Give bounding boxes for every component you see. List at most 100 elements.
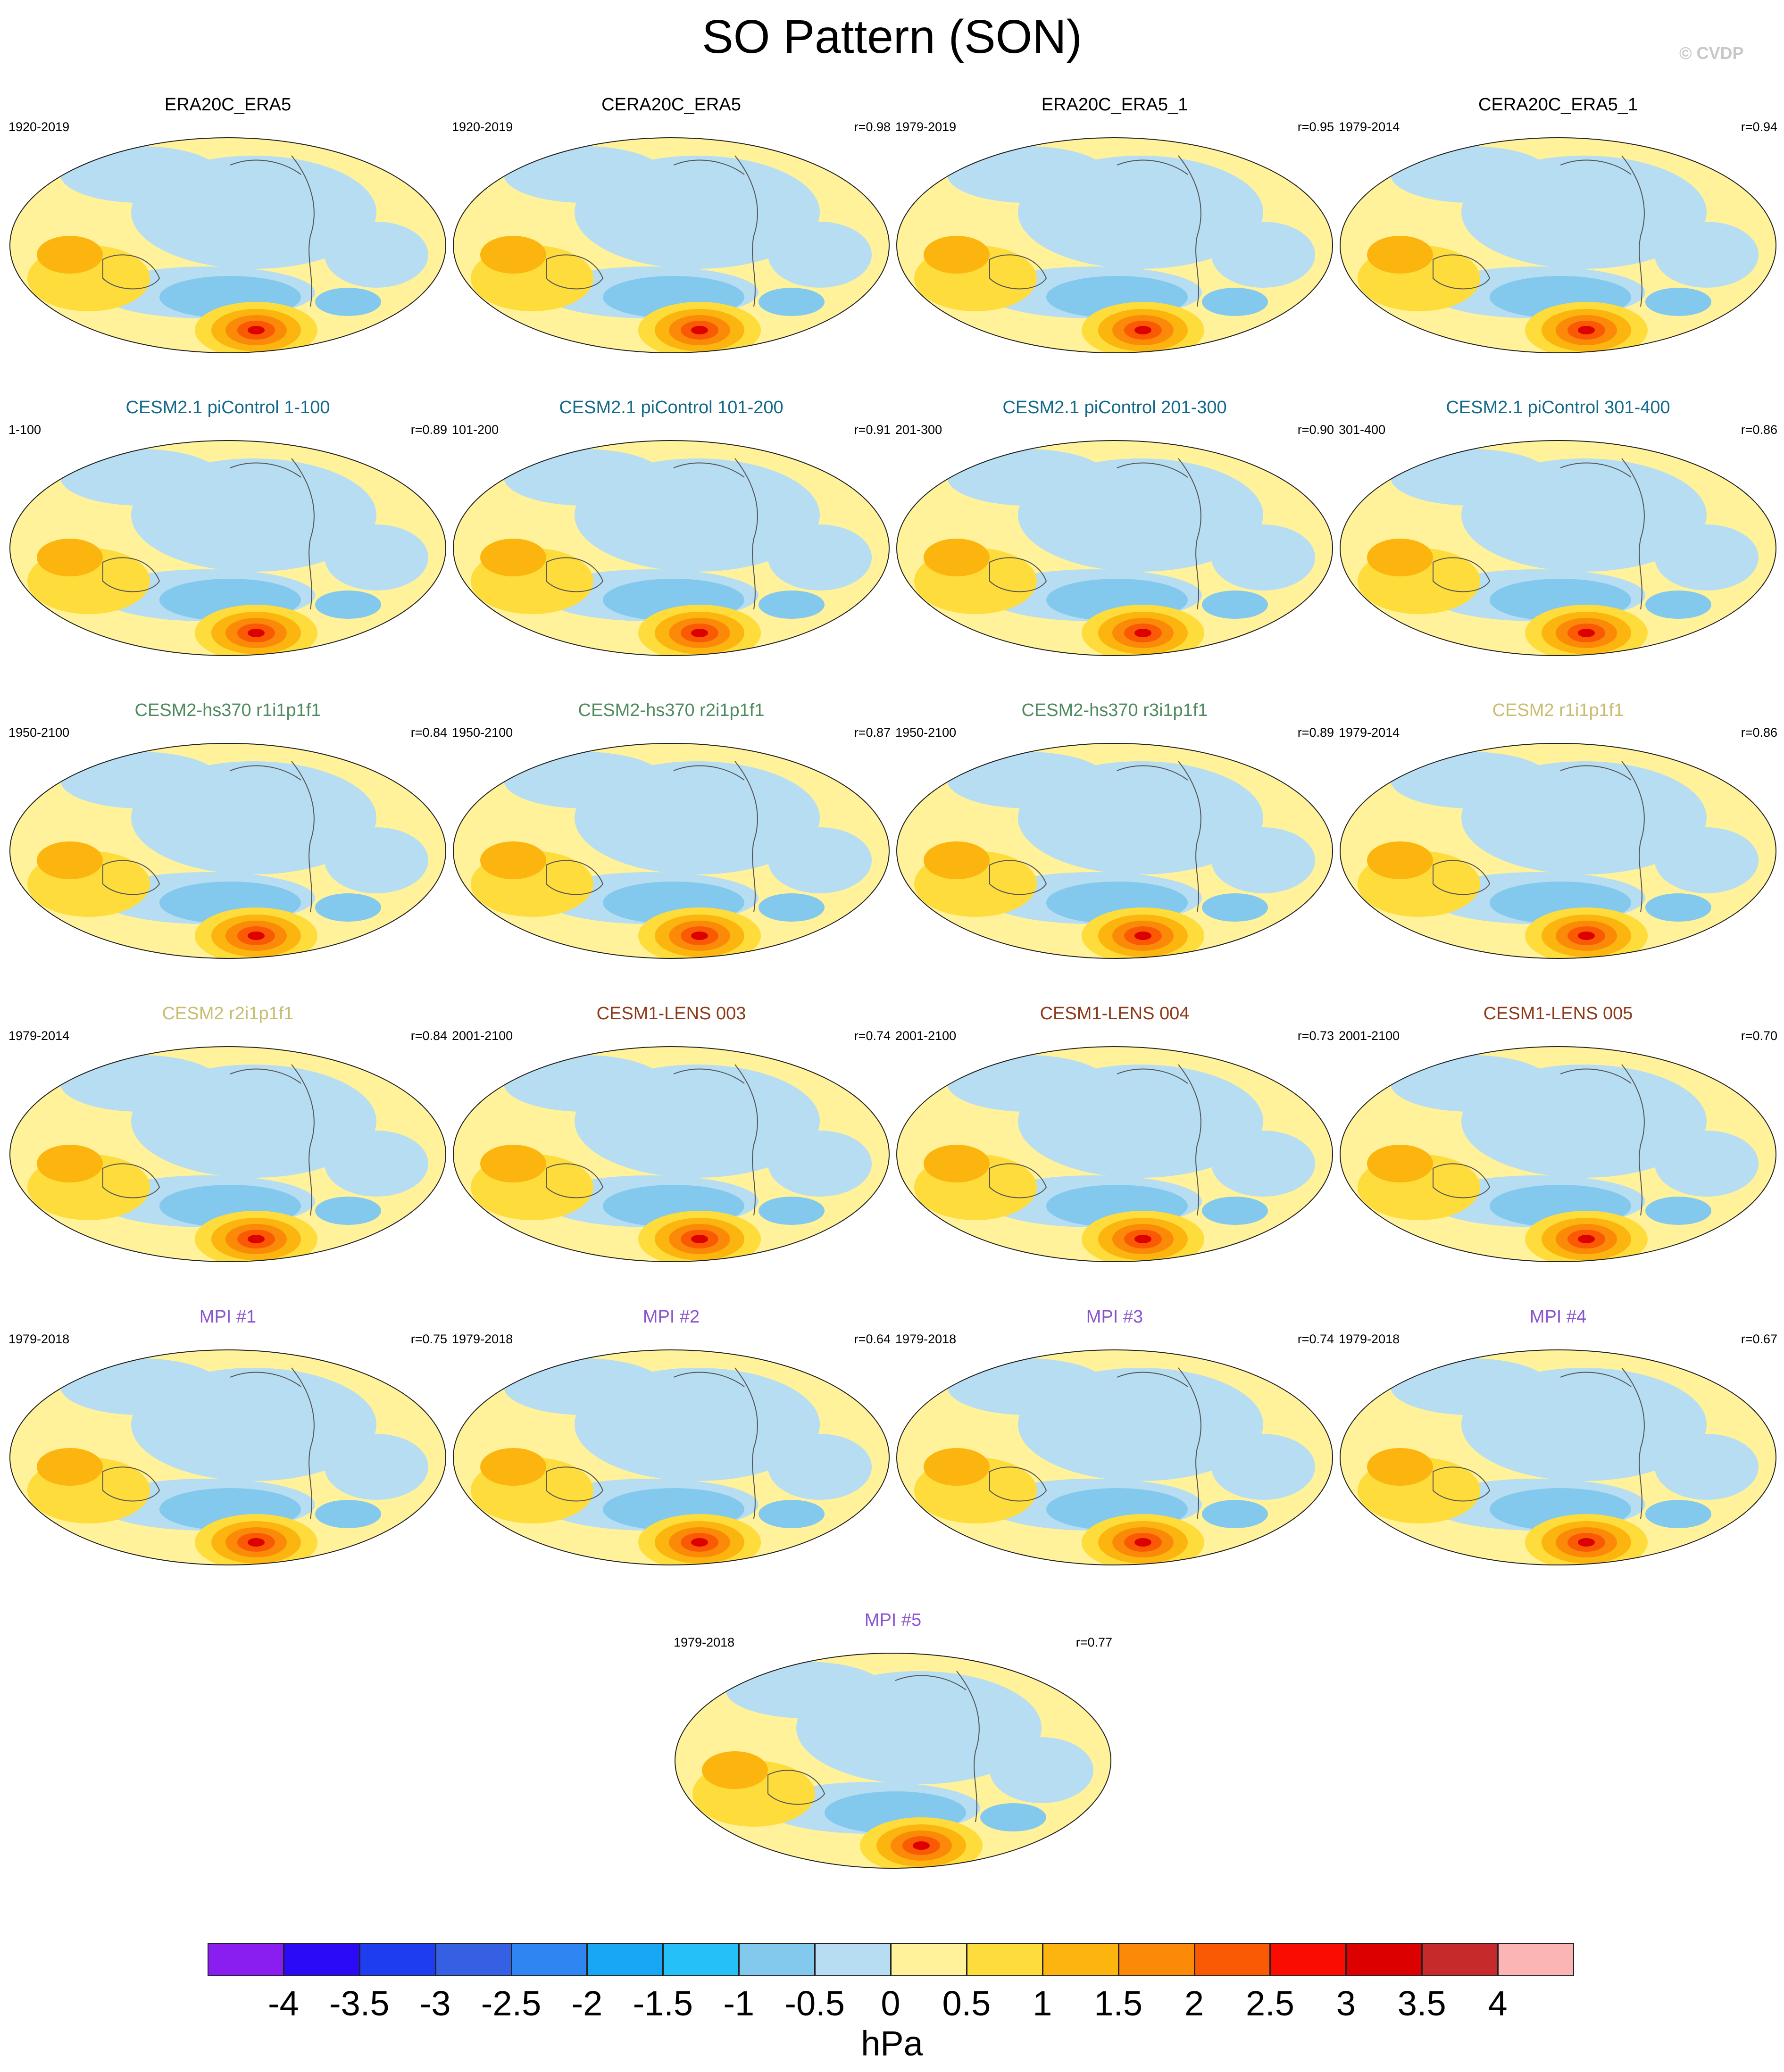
panel-period: 1920-2019 bbox=[8, 120, 70, 134]
hammer-map bbox=[896, 743, 1333, 959]
positive-anomaly-core bbox=[913, 1841, 930, 1850]
panel-period: 101-200 bbox=[452, 423, 499, 437]
negative-anomaly-region bbox=[947, 1358, 1108, 1415]
panel-title: MPI #5 bbox=[864, 1610, 922, 1630]
colorbar-box bbox=[359, 1943, 436, 1976]
negative-anomaly-region bbox=[504, 146, 664, 203]
positive-anomaly-core bbox=[691, 932, 708, 940]
coastline bbox=[1433, 1367, 1645, 1519]
colorbar-label: -3 bbox=[419, 1984, 451, 2023]
negative-anomaly-region bbox=[1391, 1055, 1551, 1112]
coastline bbox=[1433, 761, 1645, 913]
hammer-map bbox=[896, 1046, 1333, 1262]
panel-correlation: r=0.74 bbox=[1297, 1332, 1334, 1346]
panel-period: 1950-2100 bbox=[452, 725, 513, 740]
positive-anomaly-region bbox=[702, 1751, 768, 1789]
colorbar-box bbox=[208, 1943, 284, 1976]
map-border bbox=[453, 1046, 890, 1262]
hammer-map bbox=[9, 743, 446, 959]
map-border bbox=[9, 440, 446, 656]
positive-anomaly-core bbox=[1134, 326, 1151, 334]
colorbar-box bbox=[1346, 1943, 1423, 1976]
colorbar-label: 3 bbox=[1336, 1984, 1356, 2023]
negative-anomaly-region bbox=[990, 1737, 1093, 1803]
hammer-map bbox=[896, 1349, 1333, 1565]
negative-anomaly-region bbox=[1655, 222, 1759, 288]
coastline bbox=[102, 458, 315, 610]
positive-anomaly-region bbox=[480, 539, 546, 576]
map-border bbox=[1340, 743, 1776, 959]
panel-period: 1979-2014 bbox=[1339, 120, 1400, 134]
panel-title: CESM2-hs370 r1i1p1f1 bbox=[134, 700, 321, 720]
coastline bbox=[546, 155, 758, 307]
negative-anomaly-region bbox=[768, 827, 872, 893]
negative-anomaly-region bbox=[1211, 1434, 1315, 1500]
map-panel: CESM2.1 piControl 301-400 301-400 r=0.86 bbox=[1339, 397, 1777, 661]
negative-anomaly-region bbox=[1202, 893, 1268, 922]
negative-anomaly-region bbox=[980, 1803, 1046, 1831]
coastline bbox=[546, 458, 758, 610]
panel-correlation: r=0.86 bbox=[1741, 423, 1777, 437]
negative-anomaly-region bbox=[315, 288, 381, 316]
positive-anomaly-core bbox=[1578, 629, 1595, 637]
panel-period: 1950-2100 bbox=[895, 725, 957, 740]
coastline bbox=[989, 761, 1201, 913]
panel-period: 301-400 bbox=[1339, 423, 1386, 437]
panel-title: CERA20C_ERA5 bbox=[601, 95, 741, 115]
panel-correlation: r=0.77 bbox=[1075, 1635, 1112, 1649]
panel-title: CESM2-hs370 r3i1p1f1 bbox=[1021, 700, 1208, 720]
hammer-map bbox=[9, 1046, 446, 1262]
map-panel: CESM2-hs370 r1i1p1f1 1950-2100 r=0.84 bbox=[8, 700, 447, 964]
map-border bbox=[896, 743, 1333, 959]
panel-correlation: r=0.90 bbox=[1297, 423, 1334, 437]
panel-correlation: r=0.89 bbox=[1297, 725, 1334, 740]
map-border bbox=[9, 137, 446, 353]
map-border bbox=[9, 1349, 446, 1565]
positive-anomaly-core bbox=[1134, 1235, 1151, 1243]
negative-anomaly-region bbox=[768, 1131, 872, 1197]
negative-anomaly-region bbox=[947, 1055, 1108, 1112]
panel-correlation: r=0.64 bbox=[854, 1332, 891, 1346]
panel-title: CESM2 r2i1p1f1 bbox=[162, 1004, 294, 1024]
panel-title: CESM2.1 piControl 101-200 bbox=[559, 398, 784, 417]
panel-period: 1979-2014 bbox=[1339, 725, 1400, 740]
negative-anomaly-region bbox=[768, 524, 872, 591]
panel-correlation: r=0.84 bbox=[410, 1029, 447, 1043]
colorbar-label: 2 bbox=[1184, 1984, 1204, 2023]
negative-anomaly-region bbox=[1202, 1500, 1268, 1528]
map-border bbox=[1340, 1046, 1776, 1262]
map-border bbox=[675, 1653, 1111, 1869]
map-panel: CESM2 r1i1p1f1 1979-2014 r=0.86 bbox=[1339, 700, 1777, 964]
positive-anomaly-region bbox=[480, 236, 546, 274]
coastline bbox=[767, 1671, 980, 1822]
negative-anomaly-region bbox=[1202, 591, 1268, 619]
map-panel: CESM2-hs370 r3i1p1f1 1950-2100 r=0.89 bbox=[895, 700, 1334, 964]
map-border bbox=[453, 1349, 890, 1565]
coastline bbox=[102, 1367, 315, 1519]
map-panel: CERA20C_ERA5 1920-2019 r=0.98 bbox=[452, 94, 891, 358]
map-border bbox=[453, 137, 890, 353]
hammer-map bbox=[453, 1349, 890, 1565]
negative-anomaly-region bbox=[325, 1131, 428, 1197]
positive-anomaly-region bbox=[480, 841, 546, 879]
colorbar-box bbox=[435, 1943, 512, 1976]
panel-period: 1979-2018 bbox=[1339, 1332, 1400, 1346]
coastline bbox=[989, 155, 1201, 307]
negative-anomaly-region bbox=[325, 524, 428, 591]
map-border bbox=[896, 440, 1333, 656]
panel-title: CERA20C_ERA5_1 bbox=[1478, 95, 1638, 115]
panel-title: CESM1-LENS 004 bbox=[1040, 1004, 1190, 1024]
colorbar-label: -4 bbox=[267, 1984, 299, 2023]
map-panel: MPI #3 1979-2018 r=0.74 bbox=[895, 1306, 1334, 1571]
panel-period: 1950-2100 bbox=[8, 725, 70, 740]
colorbar-box bbox=[1042, 1943, 1119, 1976]
colorbar-box bbox=[283, 1943, 360, 1976]
hammer-map bbox=[1340, 1349, 1776, 1565]
panel-correlation: r=0.67 bbox=[1741, 1332, 1777, 1346]
colorbar-box bbox=[587, 1943, 664, 1976]
panel-title: MPI #4 bbox=[1529, 1307, 1587, 1327]
figure-title: SO Pattern (SON) bbox=[702, 10, 1082, 63]
negative-anomaly-region bbox=[1202, 1197, 1268, 1225]
colorbar bbox=[208, 1943, 1574, 1976]
panel-period: 1979-2019 bbox=[895, 120, 957, 134]
